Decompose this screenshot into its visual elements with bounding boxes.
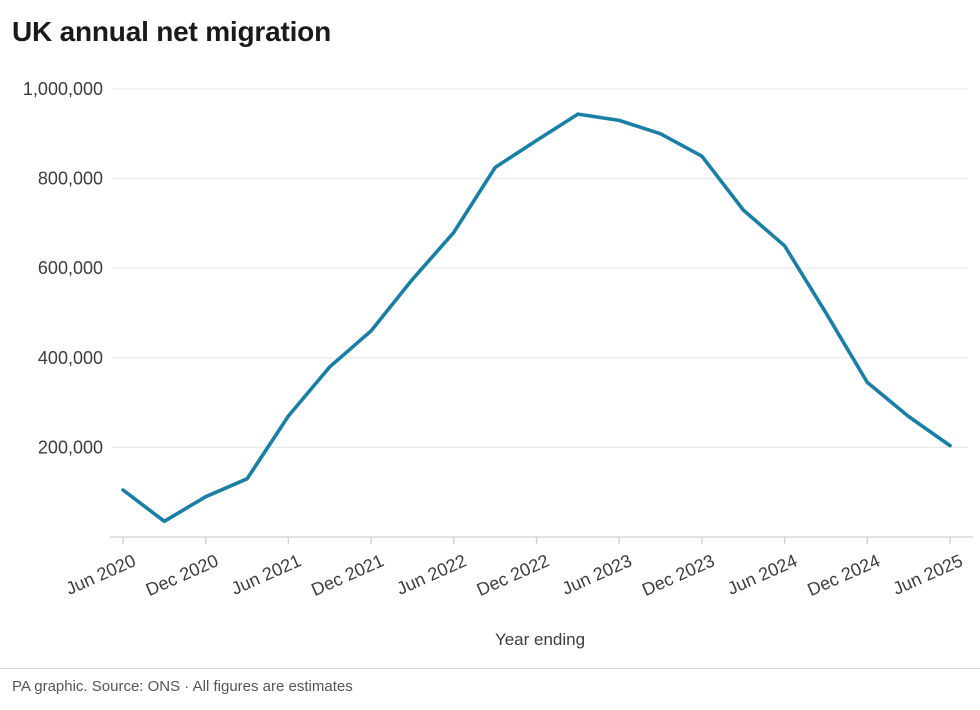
y-tick-label: 600,000	[38, 258, 103, 278]
y-tick-label: 400,000	[38, 348, 103, 368]
page-title: UK annual net migration	[12, 16, 331, 47]
x-tick-label: Dec 2023	[639, 550, 718, 600]
line-chart: 200,000 400,000 600,000 800,000 1,000,000 Jun…	[23, 79, 973, 600]
x-tick-label: Jun 2021	[228, 550, 304, 598]
x-tick-label: Dec 2020	[143, 550, 222, 600]
net-migration-line	[121, 112, 952, 524]
x-tick-label: Jun 2022	[394, 550, 470, 598]
y-tick-label: 200,000	[38, 437, 103, 457]
y-tick-label: 800,000	[38, 169, 103, 189]
x-tick-label: Jun 2020	[63, 550, 139, 598]
x-tick-label: Jun 2025	[890, 550, 966, 598]
footer-divider	[0, 668, 980, 669]
y-tick-label: 1,000,000	[23, 79, 103, 99]
x-axis-title: Year ending	[494, 630, 586, 649]
x-tick-label: Dec 2021	[308, 550, 387, 600]
x-tick-label: Jun 2023	[559, 550, 635, 598]
x-tick-label: Dec 2022	[474, 550, 553, 600]
x-tick-label: Jun 2024	[724, 550, 800, 598]
source-note: PA graphic. Source: ONS · All figures ar…	[12, 678, 353, 695]
x-tick-label: Dec 2024	[804, 550, 883, 600]
